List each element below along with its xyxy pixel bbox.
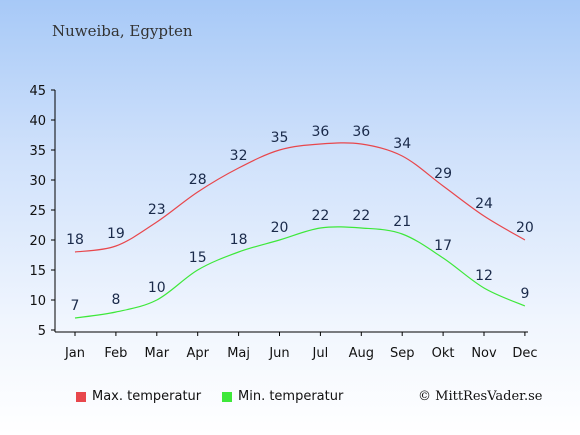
legend-max-label: Max. temperatur <box>92 389 202 404</box>
data-label-max: 32 <box>230 148 248 164</box>
data-label-min: 18 <box>230 232 248 248</box>
x-tick-label: Apr <box>186 346 209 361</box>
legend-min: Min. temperatur <box>222 389 343 404</box>
data-label-min: 20 <box>271 220 289 236</box>
x-tick-label: Jan <box>64 346 85 361</box>
copyright: © MittResVader.se <box>418 389 543 404</box>
legend-max: Max. temperatur <box>76 389 201 404</box>
data-label-min: 7 <box>71 298 80 314</box>
x-tick-label: Feb <box>104 346 127 361</box>
series-line-min <box>74 226 526 319</box>
y-tick-label: 20 <box>29 234 46 249</box>
x-tick-label: Okt <box>432 346 455 361</box>
data-label-min: 22 <box>352 208 370 224</box>
y-tick-label: 25 <box>29 204 46 219</box>
data-label-min: 9 <box>520 286 529 302</box>
x-tick-label: Dec <box>512 346 537 361</box>
y-tick-label: 15 <box>29 264 46 279</box>
series-line-max <box>74 142 526 253</box>
data-label-min: 21 <box>393 214 411 230</box>
y-tick-label: 5 <box>38 324 46 339</box>
legend-min-swatch <box>222 391 232 402</box>
y-tick-label: 30 <box>29 174 46 189</box>
data-label-min: 22 <box>311 208 329 224</box>
x-tick-label: Jun <box>268 346 289 361</box>
data-label-max: 36 <box>352 124 370 140</box>
x-tick-label: Jul <box>312 346 329 361</box>
data-label-max: 19 <box>107 226 125 242</box>
data-label-min: 12 <box>475 268 493 284</box>
x-tick-label: Nov <box>471 346 497 361</box>
x-tick-label: Mar <box>145 346 170 361</box>
x-tick-label: Sep <box>390 346 415 361</box>
y-tick-label: 10 <box>29 294 46 309</box>
data-label-max: 29 <box>434 166 452 182</box>
data-label-max: 34 <box>393 136 411 152</box>
data-label-max: 23 <box>148 202 166 218</box>
y-tick-label: 45 <box>29 84 46 99</box>
data-label-max: 28 <box>189 172 207 188</box>
data-label-max: 35 <box>271 130 289 146</box>
data-label-max: 20 <box>516 220 534 236</box>
data-label-max: 18 <box>66 232 84 248</box>
y-tick-label: 40 <box>29 114 46 129</box>
legend-min-label: Min. temperatur <box>238 389 344 404</box>
data-label-min: 10 <box>148 280 166 296</box>
chart-title: Nuweiba, Egypten <box>52 22 193 40</box>
x-tick-label: Maj <box>227 346 250 361</box>
data-label-min: 8 <box>111 292 120 308</box>
legend-max-swatch <box>76 391 86 402</box>
x-tick-label: Aug <box>349 346 374 361</box>
data-label-min: 17 <box>434 238 452 254</box>
data-label-min: 15 <box>189 250 207 266</box>
data-label-max: 36 <box>311 124 329 140</box>
y-tick-label: 35 <box>29 144 46 159</box>
data-label-max: 24 <box>475 196 493 212</box>
